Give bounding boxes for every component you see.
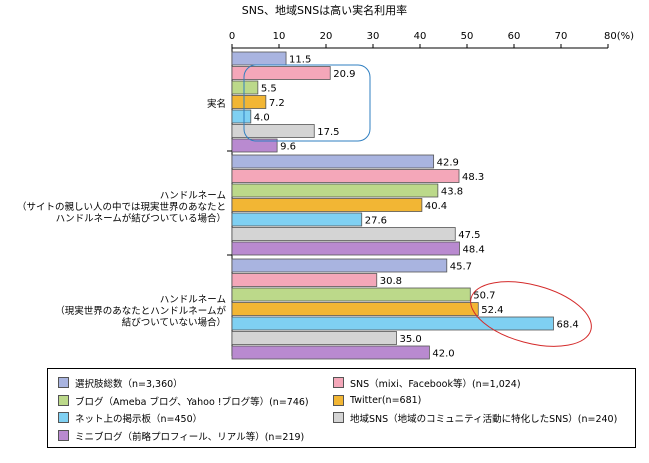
x-tick-label: 70: [555, 31, 568, 42]
x-tick-label: 10: [273, 31, 286, 42]
data-label: 48.4: [462, 245, 484, 256]
data-label: 47.5: [458, 230, 480, 241]
legend-item: 選択肢総数（n=3,360）: [58, 375, 183, 390]
legend-item: Twitter(n=681): [333, 393, 421, 408]
bar: [231, 95, 267, 109]
legend-item: 地域SNS（地域のコミュニティ活動に特化したSNS）(n=240): [333, 410, 617, 425]
legend-swatch: [333, 377, 344, 388]
bar: [231, 316, 554, 331]
legend-swatch: [58, 412, 69, 423]
legend-swatch: [58, 430, 69, 441]
bar: [231, 331, 397, 345]
category-label: ハンドルネーム: [160, 190, 226, 201]
legend-swatch: [58, 377, 69, 388]
legend: 選択肢総数（n=3,360） SNS（mixi、Facebook等）(n=1,02…: [47, 368, 636, 448]
bar: [231, 109, 252, 124]
x-tick-label: 60: [508, 31, 521, 42]
data-label: 68.4: [556, 320, 578, 331]
bar: [231, 198, 423, 212]
data-label: 48.3: [462, 172, 484, 183]
highlight-ellipse: [470, 281, 592, 347]
data-label: 20.9: [333, 69, 355, 80]
data-label: 52.4: [481, 305, 503, 316]
bar: [231, 241, 460, 256]
data-label: 30.8: [380, 276, 402, 287]
bar: [231, 345, 430, 360]
legend-swatch: [58, 395, 69, 406]
chart-title: SNS、地域SNSは高い実名利用率: [241, 4, 408, 17]
x-tick-label: 0: [229, 31, 235, 42]
x-tick-label: 30: [367, 31, 380, 42]
category-label: （サイトの親しい人の中では現実世界のあなたと: [17, 201, 226, 213]
bar: [231, 227, 456, 241]
bar: [231, 66, 331, 80]
bar: [231, 154, 435, 169]
bar: [231, 124, 315, 138]
legend-item: ブログ（Ameba ブログ、Yahoo !ブログ等）(n=746): [58, 393, 309, 408]
bar: [231, 212, 363, 227]
bar: [231, 258, 448, 273]
bar: [231, 287, 471, 302]
data-label: 11.5: [289, 55, 311, 66]
category-label: （現実世界のあなたとハンドルネームが: [55, 305, 226, 317]
bar: [231, 183, 439, 198]
x-axis-unit-label: 80(%): [604, 31, 634, 42]
legend-item: SNS（mixi、Facebook等）(n=1,024): [333, 375, 521, 390]
legend-label: Twitter(n=681): [350, 395, 422, 406]
legend-swatch: [333, 412, 344, 423]
x-tick-label: 50: [461, 31, 474, 42]
data-label: 42.9: [437, 158, 459, 169]
bar: [231, 138, 278, 153]
data-label: 4.0: [254, 113, 270, 124]
data-label: 35.0: [400, 334, 422, 345]
data-label: 50.7: [473, 291, 495, 302]
bar: [231, 51, 287, 66]
legend-item: ミニブログ（前略プロフィール、リアル等）(n=219): [58, 428, 304, 443]
category-label: ハンドルネームが結びついている場合）: [56, 212, 226, 224]
legend-label: 選択肢総数（n=3,360）: [75, 378, 183, 390]
data-label: 9.6: [280, 142, 296, 153]
bar: [231, 273, 378, 287]
data-label: 40.4: [425, 201, 447, 212]
legend-label: SNS（mixi、Facebook等）(n=1,024): [350, 378, 521, 390]
legend-label: 地域SNS（地域のコミュニティ活動に特化したSNS）(n=240): [350, 413, 618, 425]
chart-plot: 0 10 20 30 40 50 60 70 80(%) 11.5 20.9 5.5 7.2 4.0 17.…: [17, 31, 634, 360]
legend-label: ミニブログ（前略プロフィール、リアル等）(n=219): [75, 431, 305, 443]
legend-swatch: [333, 395, 344, 406]
bar: [231, 169, 460, 183]
data-label: 17.5: [317, 127, 339, 138]
legend-label: ブログ（Ameba ブログ、Yahoo !ブログ等）(n=746): [75, 396, 309, 408]
data-label: 45.7: [450, 262, 472, 273]
data-label: 27.6: [365, 216, 387, 227]
x-tick-label: 20: [320, 31, 333, 42]
category-label: 結びついていない場合）: [122, 316, 226, 328]
data-label: 42.0: [432, 349, 454, 360]
category-label: ハンドルネーム: [160, 294, 226, 305]
bar: [231, 302, 479, 316]
legend-label: ネット上の掲示板（n=450）: [75, 413, 203, 425]
data-label: 43.8: [441, 187, 463, 198]
data-label: 5.5: [261, 84, 277, 95]
x-tick-label: 40: [414, 31, 427, 42]
data-label: 7.2: [269, 98, 285, 109]
legend-item: ネット上の掲示板（n=450）: [58, 410, 202, 425]
highlight-box: [243, 64, 371, 142]
bar: [231, 80, 259, 95]
category-label: 実名: [207, 98, 226, 110]
